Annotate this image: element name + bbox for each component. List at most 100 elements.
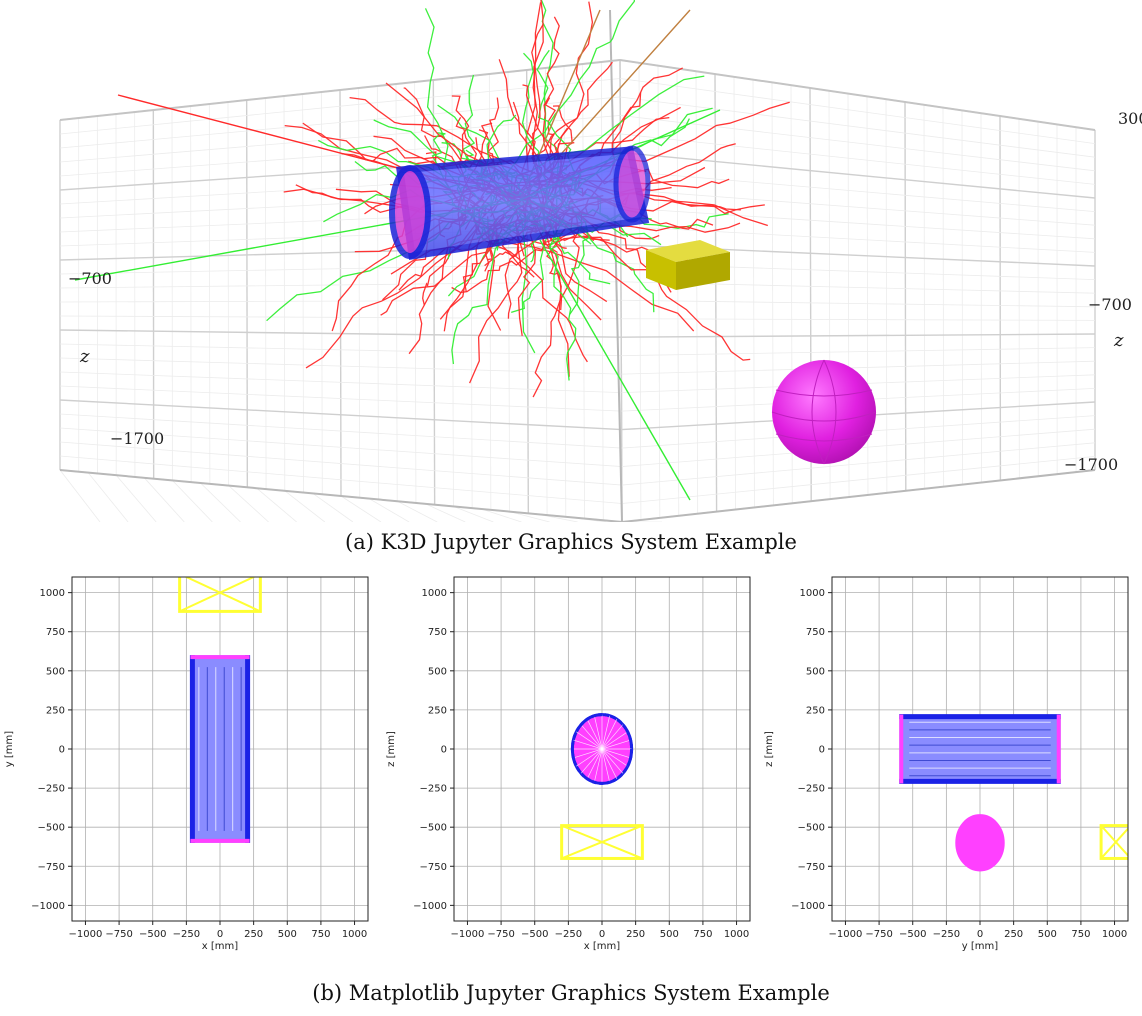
y-tick-label: −1000 [31,901,65,912]
cylinder-spoke [586,719,603,750]
x-axis-label: x [mm] [202,941,238,952]
cylinder-spoke [580,724,603,750]
cylinder-body [899,714,1061,784]
y-tick-label: −250 [38,784,65,795]
k3d-tick-right-300: 300 [1118,109,1142,128]
cylinder-spoke [586,748,603,779]
x-tick-label: −250 [555,929,582,940]
y-tick-label: −250 [420,784,447,795]
y-tick-label: 1000 [800,588,825,599]
x-tick-label: 0 [977,929,983,940]
y-tick-label: −1000 [791,901,825,912]
y-tick-label: 250 [428,705,447,716]
x-tick-label: −500 [139,929,166,940]
k3d-tick-left-700: −700 [68,269,112,288]
x-tick-label: 750 [693,929,712,940]
x-tick-label: 1000 [724,929,749,940]
y-tick-label: 0 [819,745,825,756]
box-diagonal [561,824,643,860]
shapes [178,577,262,843]
shapes [899,714,1128,872]
x-tick-label: 750 [311,929,330,940]
k3d-axis-label-right-z: z [1113,330,1124,351]
cylinder-spoke [601,739,631,750]
x-tick-label: −500 [899,929,926,940]
box-outline [1099,824,1128,860]
cylinder-body [190,655,250,843]
cylinder-spoke [593,748,603,783]
y-tick-label: −250 [798,784,825,795]
caption-b: (b) Matplotlib Jupyter Graphics System E… [312,981,830,1005]
cylinder-spoke [601,719,618,750]
cylinder-cap-left [389,165,431,259]
matplotlib-panel-xy: −1000 −750 −500 −250 0 250 500 750 1000−1000−750… [4,576,369,952]
matplotlib-panel-xz: −1000 −750 −500 −250 0 250 500 750 1000−1000−750… [386,576,751,952]
y-tick-label: 0 [441,745,447,756]
cylinder-spoke [601,724,624,750]
cylinder-spoke [601,748,631,759]
cylinder-cap-right [613,145,651,223]
cylinder-end-rim [570,713,634,785]
caption-a: (a) K3D Jupyter Graphics System Example [345,530,797,554]
y-tick-label: −750 [38,862,65,873]
detector-box [646,240,730,290]
x-tick-label: −750 [865,929,892,940]
box-outline [560,824,644,860]
x-tick-label: −750 [105,929,132,940]
x-tick-label: 0 [599,929,605,940]
y-tick-label: 750 [428,627,447,638]
x-tick-label: 250 [244,929,263,940]
x-tick-label: −250 [933,929,960,940]
y-tick-label: −500 [420,823,447,834]
k3d-axis-label-left-z: z [79,346,90,367]
cylinder-spoke [601,748,611,783]
x-tick-label: 1000 [1102,929,1127,940]
x-axis-label: y [mm] [962,941,998,952]
y-tick-label: 750 [806,627,825,638]
cylinder-spoke [601,748,618,779]
y-tick-label: 0 [59,745,65,756]
box-diagonal [1100,827,1128,860]
y-tick-label: −750 [420,862,447,873]
y-tick-label: 500 [806,666,825,677]
y-tick-label: 750 [46,627,65,638]
cylinder-spoke [576,731,603,750]
x-tick-label: −500 [521,929,548,940]
k3d-grid [59,59,1096,522]
y-tick-label: 1000 [422,588,447,599]
y-tick-label: −500 [798,823,825,834]
k3d-tick-right-700: −700 [1088,295,1132,314]
cylinder-spoke [573,748,603,759]
cylinder-spoke [580,748,603,774]
box-outline [178,577,262,613]
x-tick-label: 500 [660,929,679,940]
cylinder-spoke [573,739,603,750]
x-tick-label: −1000 [69,929,103,940]
matplotlib-panel-yz: −1000 −750 −500 −250 0 250 500 750 1000−1000−750… [764,576,1129,952]
x-tick-label: −750 [487,929,514,940]
x-tick-label: −1000 [451,929,485,940]
k3d-box-frame [59,9,1096,522]
y-tick-label: −1000 [413,901,447,912]
y-tick-label: −500 [38,823,65,834]
x-tick-label: 1000 [342,929,367,940]
k3d-3d-scene[interactable]: −700 z −1700 300 −700 z −1700 [0,0,1142,522]
x-tick-label: 250 [1004,929,1023,940]
box-diagonal [179,577,257,613]
y-axis-label: z [mm] [386,731,397,767]
cylinder-spoke [601,748,628,767]
x-axis-label: x [mm] [584,941,620,952]
x-tick-label: −1000 [829,929,863,940]
x-tick-label: 750 [1071,929,1090,940]
k3d-tick-left-1700: −1700 [110,429,164,448]
y-tick-label: 500 [46,666,65,677]
x-tick-label: 500 [278,929,297,940]
k3d-tick-right-1700: −1700 [1064,455,1118,474]
y-axis-label: z [mm] [764,731,775,767]
shapes [560,713,644,860]
sphere [955,814,1005,872]
y-tick-label: 250 [806,705,825,716]
cylinder-spoke [601,731,628,750]
x-tick-label: 0 [217,929,223,940]
cylinder-spoke [601,748,624,774]
